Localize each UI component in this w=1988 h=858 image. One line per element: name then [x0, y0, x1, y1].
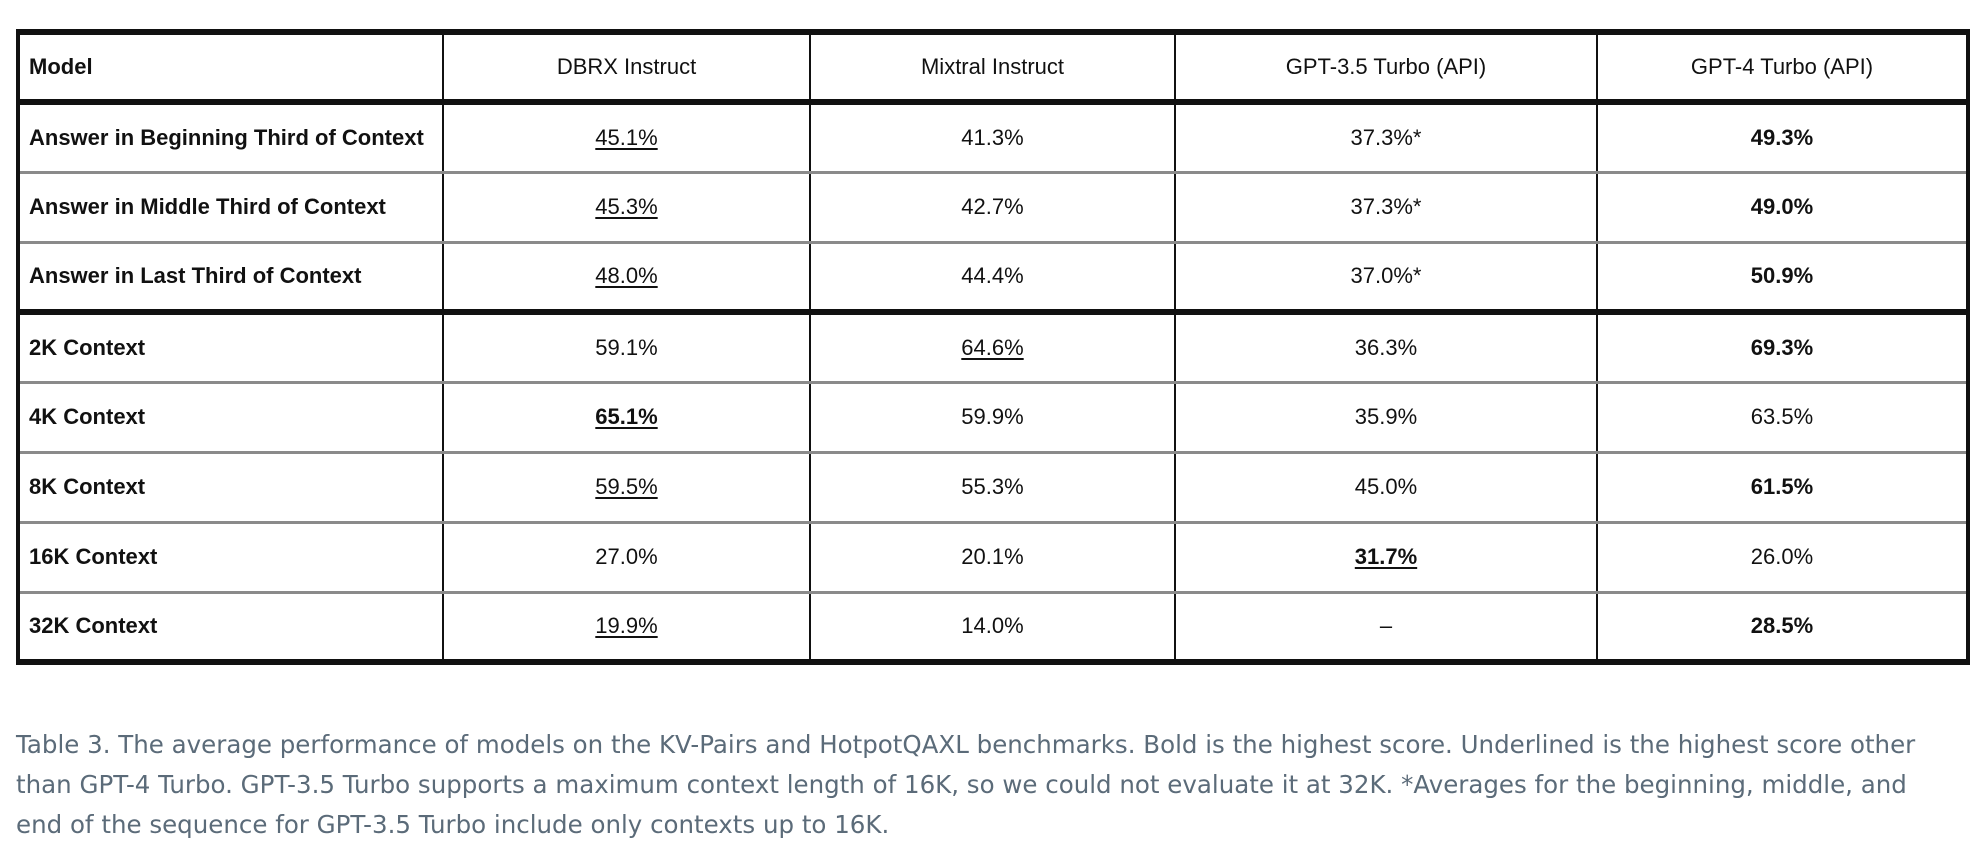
table-cell: 41.3%	[809, 100, 1176, 174]
cell-value: 63.5%	[1750, 404, 1814, 429]
cell-value: 37.3%*	[1350, 194, 1422, 219]
cell-value: 19.9%	[595, 613, 658, 639]
cell-value: 31.7%	[1354, 544, 1418, 569]
row-label: Answer in Middle Third of Context	[16, 170, 444, 244]
table-cell: 69.3%	[1596, 309, 1970, 384]
results-table: Model DBRX Instruct Mixtral Instruct GPT…	[16, 29, 1970, 665]
column-header: Model	[16, 29, 444, 105]
table-cell: 45.3%	[442, 170, 811, 244]
cell-value: 28.5%	[1750, 613, 1814, 639]
table-cell: 45.0%	[1174, 450, 1598, 524]
table-cell: 65.1%	[442, 380, 811, 454]
table-cell: 37.3%*	[1174, 100, 1598, 174]
cell-value: 48.0%	[595, 263, 658, 289]
cell-value: 36.3%	[1354, 334, 1418, 360]
cell-value: 27.0%	[595, 544, 658, 569]
cell-value: 41.3%	[961, 124, 1024, 150]
table-cell: 55.3%	[809, 450, 1176, 524]
table-caption: Table 3. The average performance of mode…	[16, 730, 1916, 839]
cell-value: 37.0%*	[1350, 263, 1422, 289]
row-label: 16K Context	[16, 520, 444, 594]
cell-value: 61.5%	[1750, 474, 1814, 499]
table-cell: 37.3%*	[1174, 170, 1598, 244]
cell-value: 26.0%	[1750, 544, 1814, 569]
cell-value: 59.5%	[595, 474, 658, 499]
table-cell: 37.0%*	[1174, 240, 1598, 314]
cell-value: 35.9%	[1354, 404, 1418, 429]
table-cell: 20.1%	[809, 520, 1176, 594]
row-label: 32K Context	[16, 590, 444, 665]
table-cell: 28.5%	[1596, 590, 1970, 665]
table-cell: 61.5%	[1596, 450, 1970, 524]
table-row: 4K Context 65.1% 59.9% 35.9% 63.5%	[16, 380, 1970, 454]
table-cell: 27.0%	[442, 520, 811, 594]
table-cell: 19.9%	[442, 590, 811, 665]
cell-value: 45.3%	[595, 194, 658, 219]
table-cell: 48.0%	[442, 240, 811, 314]
cell-value: 44.4%	[961, 263, 1024, 289]
table-row: 16K Context 27.0% 20.1% 31.7% 26.0%	[16, 520, 1970, 594]
cell-value: 64.6%	[961, 334, 1024, 360]
column-header: GPT-4 Turbo (API)	[1596, 29, 1970, 105]
table-cell: 49.0%	[1596, 170, 1970, 244]
cell-value: 37.3%*	[1350, 124, 1422, 150]
header-row: Model DBRX Instruct Mixtral Instruct GPT…	[16, 29, 1970, 105]
table-row: Answer in Middle Third of Context 45.3% …	[16, 170, 1970, 244]
table-row: 2K Context 59.1% 64.6% 36.3% 69.3%	[16, 309, 1970, 384]
table-cell: 36.3%	[1174, 309, 1598, 384]
table-cell: 14.0%	[809, 590, 1176, 665]
table-cell: 45.1%	[442, 100, 811, 174]
column-header: GPT-3.5 Turbo (API)	[1174, 29, 1598, 105]
cell-value: 59.1%	[595, 334, 658, 360]
table-cell: 64.6%	[809, 309, 1176, 384]
row-label: Answer in Last Third of Context	[16, 240, 444, 314]
cell-value: 49.3%	[1750, 124, 1814, 150]
table-cell: 49.3%	[1596, 100, 1970, 174]
row-label: 8K Context	[16, 450, 444, 524]
table-cell: 63.5%	[1596, 380, 1970, 454]
cell-value: 69.3%	[1750, 334, 1814, 360]
column-header: DBRX Instruct	[442, 29, 811, 105]
cell-value: 45.0%	[1354, 474, 1418, 499]
cell-value: 42.7%	[961, 194, 1024, 219]
cell-value: 14.0%	[961, 613, 1024, 639]
table-row: Answer in Beginning Third of Context 45.…	[16, 100, 1970, 174]
column-header: Mixtral Instruct	[809, 29, 1176, 105]
row-label: 2K Context	[16, 309, 444, 384]
table-row: Answer in Last Third of Context 48.0% 44…	[16, 240, 1970, 314]
row-label: Answer in Beginning Third of Context	[16, 100, 444, 174]
table-cell: 31.7%	[1174, 520, 1598, 594]
table-cell: 50.9%	[1596, 240, 1970, 314]
table-cell: 59.1%	[442, 309, 811, 384]
cell-value: 49.0%	[1750, 194, 1814, 219]
table-cell: 42.7%	[809, 170, 1176, 244]
table-row: 32K Context 19.9% 14.0% – 28.5%	[16, 590, 1970, 665]
cell-value: 55.3%	[961, 474, 1024, 499]
cell-value: –	[1379, 613, 1393, 639]
table-cell: 59.5%	[442, 450, 811, 524]
cell-value: 65.1%	[595, 404, 658, 429]
cell-value: 20.1%	[961, 544, 1024, 569]
table-cell: 59.9%	[809, 380, 1176, 454]
table-row: 8K Context 59.5% 55.3% 45.0% 61.5%	[16, 450, 1970, 524]
cell-value: 50.9%	[1750, 263, 1814, 289]
table-cell: 44.4%	[809, 240, 1176, 314]
row-label: 4K Context	[16, 380, 444, 454]
cell-value: 45.1%	[595, 124, 658, 150]
table-cell: –	[1174, 590, 1598, 665]
table-cell: 35.9%	[1174, 380, 1598, 454]
table-cell: 26.0%	[1596, 520, 1970, 594]
cell-value: 59.9%	[961, 404, 1024, 429]
